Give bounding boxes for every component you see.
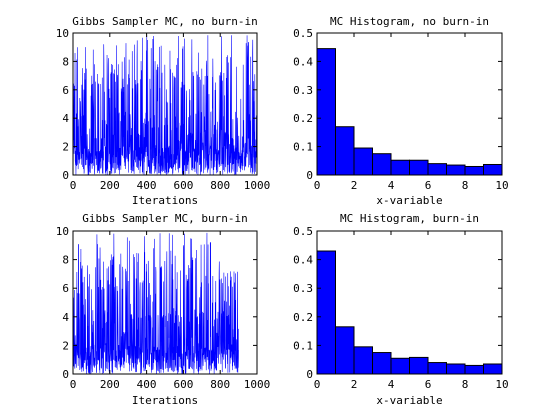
histogram-plot-area: 0 2 4 6 8 10 0 0.1 0.2 0.3 0.4 0.5 (293, 225, 509, 391)
axes-frame (72, 32, 258, 176)
x-tick-label: 6 (425, 179, 432, 192)
histogram-bar (353, 346, 373, 374)
y-tick-label: 0.1 (293, 141, 313, 154)
x-tick-label: 1000 (244, 378, 271, 391)
x-tick-label: 0 (314, 179, 321, 192)
trace-line (73, 232, 239, 374)
histogram-bar (427, 362, 447, 374)
x-tick-label: 0 (70, 179, 77, 192)
x-tick-label: 4 (388, 179, 395, 192)
x-tick-label: 2 (351, 179, 358, 192)
histogram-bar (335, 126, 355, 175)
x-tick-label: 200 (100, 179, 120, 192)
x-axis-label: Iterations (132, 194, 198, 207)
x-tick-label: 400 (137, 378, 157, 391)
x-tick-label: 10 (495, 179, 508, 192)
y-tick-label: 0.3 (293, 282, 313, 295)
y-tick-label: 6 (62, 84, 69, 97)
x-tick-label: 600 (173, 378, 193, 391)
y-tick-label: 4 (62, 112, 69, 125)
y-tick-label: 2 (62, 339, 69, 352)
y-tick-label: 0.2 (293, 112, 313, 125)
y-tick-label: 0.5 (293, 225, 313, 238)
chart-title: MC Histogram, burn-in (340, 212, 479, 225)
x-axis-label: x-variable (376, 394, 442, 407)
y-tick-label: 0 (62, 169, 69, 182)
panel-histogram-no-burn-in: MC Histogram, no burn-in 0 2 4 6 8 1000.10.20… (293, 15, 509, 207)
x-tick-label: 8 (462, 378, 469, 391)
trace-plot-area: 0 200 400 600 800 1000 0 2 4 6 8 10 (56, 27, 271, 192)
y-tick-label: 0.1 (293, 339, 313, 352)
histogram-bar (427, 163, 447, 175)
histogram-bar (409, 356, 429, 374)
panel-trace-no-burn-in: Gibbs Sampler MC, no burn-in 0 200 400 600 8… (56, 15, 271, 207)
x-tick-label: 0 (70, 378, 77, 391)
histogram-bar (317, 250, 336, 374)
histogram-bar (390, 159, 410, 175)
histogram-bar (372, 153, 392, 175)
data-layer (317, 250, 502, 374)
histogram-bar (446, 164, 466, 175)
trace-plot-area: 0 200 400 600 800 1000 0 2 4 6 8 10 (56, 225, 271, 391)
x-tick-label: 8 (462, 179, 469, 192)
y-tick-label: 10 (56, 27, 69, 40)
x-tick-label: 600 (173, 179, 193, 192)
histogram-bar (317, 48, 336, 175)
y-tick-label: 10 (56, 225, 69, 238)
x-tick-label: 400 (137, 179, 157, 192)
histogram-plot-area: 0 2 4 6 8 10 0 0.1 0.2 0.3 0.4 0.5 (293, 27, 509, 192)
y-tick-label: 0.2 (293, 311, 313, 324)
chart-title: MC Histogram, no burn-in (330, 15, 489, 28)
histogram-bar (483, 163, 502, 175)
x-tick-label: 4 (388, 378, 395, 391)
x-tick-label: 800 (210, 378, 230, 391)
y-tick-label: 2 (62, 141, 69, 154)
y-tick-label: 6 (62, 282, 69, 295)
histogram-bar (353, 147, 373, 175)
x-tick-label: 2 (351, 378, 358, 391)
histogram-bar (446, 363, 466, 374)
histogram-bar (335, 326, 355, 374)
x-axis-label: Iterations (132, 394, 198, 407)
x-tick-label: 0 (314, 378, 321, 391)
axes-frame (316, 32, 503, 176)
x-tick-label: 800 (210, 179, 230, 192)
x-tick-label: 200 (100, 378, 120, 391)
chart-title: Gibbs Sampler MC, no burn-in (72, 15, 257, 28)
y-tick-label: 8 (62, 55, 69, 68)
histogram-bar (464, 165, 484, 175)
y-tick-label: 0.4 (293, 55, 313, 68)
data-layer (73, 232, 239, 374)
panel-histogram-burn-in: MC Histogram, burn-in 0 2 4 6 8 1000.10.20.30… (293, 212, 509, 407)
x-tick-label: 6 (425, 378, 432, 391)
histogram-bar (372, 352, 392, 374)
y-tick-label: 0 (306, 368, 313, 381)
y-tick-label: 0.4 (293, 254, 313, 267)
y-tick-label: 8 (62, 254, 69, 267)
trace-line (73, 35, 257, 175)
y-tick-label: 0.3 (293, 84, 313, 97)
y-tick-label: 0.5 (293, 27, 313, 40)
x-tick-label: 10 (495, 378, 508, 391)
panel-trace-burn-in: Gibbs Sampler MC, burn-in 0 200 400 600 800 1… (56, 212, 271, 407)
axes-frame (316, 230, 503, 375)
histogram-bar (390, 357, 410, 374)
y-tick-label: 0 (306, 169, 313, 182)
x-tick-label: 1000 (244, 179, 271, 192)
y-tick-label: 4 (62, 311, 69, 324)
y-tick-label: 0 (62, 368, 69, 381)
histogram-bar (409, 159, 429, 175)
chart-title: Gibbs Sampler MC, burn-in (82, 212, 248, 225)
histogram-bar (464, 364, 484, 374)
axes-frame (72, 230, 258, 375)
x-axis-label: x-variable (376, 194, 442, 207)
data-layer (73, 35, 257, 175)
histogram-bar (483, 363, 502, 374)
